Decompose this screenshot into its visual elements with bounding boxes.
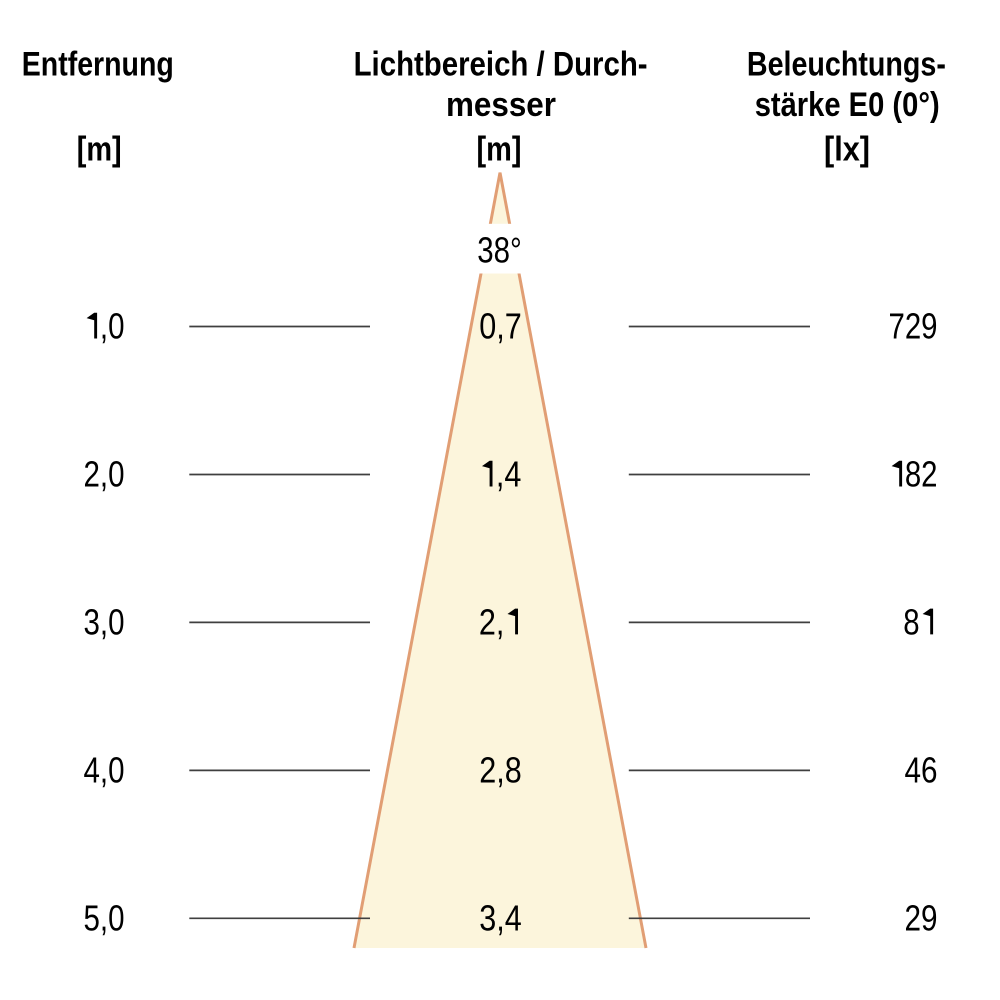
- svg-text:,4: ,4: [496, 454, 522, 495]
- svg-text:29: 29: [905, 897, 938, 938]
- svg-text:8: 8: [903, 601, 919, 642]
- svg-text:Beleuchtungs-: Beleuchtungs-: [747, 45, 946, 83]
- svg-text:3,0: 3,0: [84, 601, 125, 642]
- svg-text:4,0: 4,0: [84, 749, 125, 790]
- svg-text:Lichtbereich / Durch-: Lichtbereich / Durch-: [354, 45, 648, 83]
- svg-text:stärke E0 (0°): stärke E0 (0°): [755, 86, 940, 124]
- svg-text:38°: 38°: [477, 230, 522, 271]
- svg-text:729: 729: [889, 306, 938, 347]
- svg-text:46: 46: [905, 749, 938, 790]
- svg-text:2,8: 2,8: [479, 749, 522, 790]
- svg-text:2,: 2,: [479, 601, 505, 642]
- svg-text:5,0: 5,0: [84, 897, 125, 938]
- svg-text:Entfernung: Entfernung: [22, 45, 174, 83]
- svg-text:[m]: [m]: [77, 130, 122, 168]
- svg-text:2,0: 2,0: [84, 454, 125, 495]
- svg-text:,0: ,0: [100, 306, 125, 347]
- svg-text:82: 82: [905, 454, 938, 495]
- svg-text:[lx]: [lx]: [824, 130, 870, 168]
- svg-text:[m]: [m]: [477, 130, 522, 168]
- svg-text:messer: messer: [446, 86, 556, 124]
- svg-text:3,4: 3,4: [479, 897, 522, 938]
- svg-text:0,7: 0,7: [479, 306, 522, 347]
